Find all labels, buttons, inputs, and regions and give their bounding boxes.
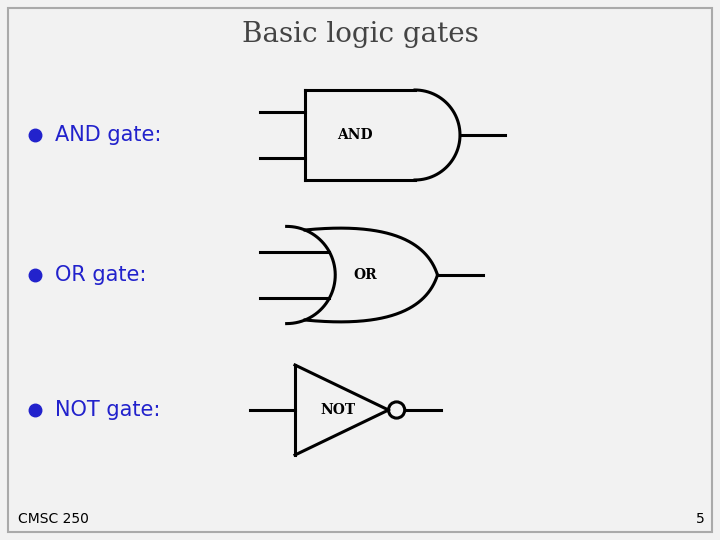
Text: AND: AND bbox=[337, 128, 373, 142]
Text: AND gate:: AND gate: bbox=[55, 125, 161, 145]
Text: OR: OR bbox=[354, 268, 377, 282]
Text: Basic logic gates: Basic logic gates bbox=[242, 22, 478, 49]
Text: CMSC 250: CMSC 250 bbox=[18, 512, 89, 526]
Text: NOT gate:: NOT gate: bbox=[55, 400, 161, 420]
Text: NOT: NOT bbox=[320, 403, 356, 417]
Text: OR gate:: OR gate: bbox=[55, 265, 146, 285]
Text: 5: 5 bbox=[696, 512, 705, 526]
